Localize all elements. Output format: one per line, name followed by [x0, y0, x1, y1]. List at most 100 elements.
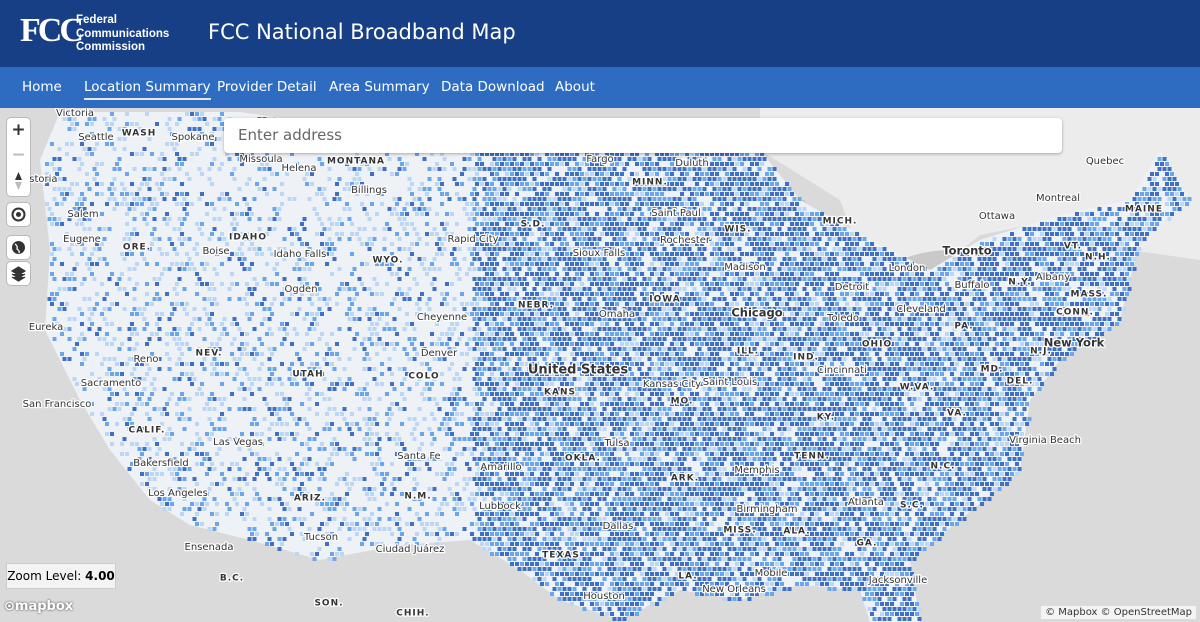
map-label: Montreal — [1036, 193, 1080, 204]
map-label: New York — [1044, 336, 1105, 350]
map-label: Ensenada — [185, 542, 234, 553]
map-label: ILL. — [737, 347, 759, 357]
map-label: Bakersfield — [133, 458, 188, 469]
agency-line: Commission — [76, 41, 146, 53]
map-label: IOWA — [649, 295, 681, 305]
map-label: Denver — [421, 348, 458, 359]
map-label: Lubbock — [479, 501, 521, 512]
zoom-value: 4.00 — [85, 569, 115, 583]
header: FCC Federal Communications Commission FC… — [0, 0, 1200, 67]
map-label: Mobile — [755, 568, 788, 579]
map-label: Tulsa — [603, 438, 629, 449]
mapbox-text: mapbox — [14, 599, 74, 614]
map-label: Toronto — [942, 244, 991, 258]
map-label: S.D. — [521, 220, 546, 230]
map-label: ARK. — [671, 474, 699, 484]
site-title: FCC National Broadband Map — [208, 20, 516, 44]
nav-bar: Home Location Summary Provider Detail Area … — [0, 67, 1200, 108]
map-label: Duluth — [675, 158, 708, 169]
attribution[interactable]: © Mapbox © OpenStreetMap — [1041, 606, 1196, 619]
map-label: MD. — [981, 365, 1004, 375]
map-label: TEXAS — [542, 551, 580, 561]
map-label: United States — [528, 363, 629, 378]
map-label: Madison — [724, 262, 766, 273]
map-label: ALA. — [783, 527, 810, 537]
coverage-hexes — [45, 112, 1184, 621]
map-label: UTAH — [292, 370, 323, 380]
globe-button[interactable] — [7, 236, 30, 259]
map-label: ORE. — [123, 243, 151, 253]
map-label: Eureka — [29, 322, 63, 333]
map-label: Ciudad Juárez — [376, 543, 445, 555]
map-label: Houston — [583, 591, 625, 602]
map-label: PA. — [954, 322, 973, 332]
map-label: MASS. — [1071, 290, 1108, 300]
compass[interactable] — [7, 168, 30, 194]
map-label: MAINE — [1125, 205, 1163, 215]
map-label: N.H. — [1085, 253, 1111, 263]
map-label: W.VA. — [900, 383, 935, 393]
map-label: London — [889, 263, 926, 274]
map-label: NEV. — [196, 349, 223, 359]
map-label: Rapid City — [447, 234, 498, 245]
map-label: Cheyenne — [417, 312, 467, 323]
map-label: CALIF. — [129, 426, 166, 436]
map-label: Kansas City — [643, 379, 701, 390]
map-label: NEBR. — [518, 301, 554, 311]
nav-link[interactable]: Home — [22, 79, 62, 95]
map-label: MICH. — [823, 217, 858, 227]
zoom-in[interactable]: + — [11, 120, 26, 140]
map-label: ARIZ. — [294, 494, 326, 504]
map-label: IDAHO — [229, 233, 267, 243]
map-label: LA. — [678, 572, 697, 582]
zoom-level: Zoom Level: 4.00 — [6, 563, 116, 589]
map-label: Billings — [351, 185, 387, 196]
map-label: CHIH. — [396, 609, 429, 619]
map-label: B.C. — [220, 574, 244, 584]
map-label: WASH — [122, 129, 157, 139]
map-label: OKLA. — [565, 454, 601, 464]
zoom-controls: + − — [7, 118, 30, 196]
map-label: Buffalo — [954, 280, 989, 291]
map-label: Rochester — [660, 235, 711, 246]
map-label: N.J. — [1030, 347, 1052, 357]
map-label: Santa Fe — [397, 451, 440, 462]
map-label: MISS. — [723, 526, 756, 536]
map-label: Victoria — [56, 108, 94, 119]
map-label: Sioux Falls — [573, 248, 625, 259]
map-label: SON. — [314, 599, 343, 609]
zoom-out[interactable]: − — [11, 145, 26, 165]
agency-line: Communications — [76, 27, 170, 40]
map-label: VA. — [947, 409, 967, 419]
map-label: S.C. — [900, 501, 924, 511]
map-label: Ogden — [284, 284, 317, 295]
map-label: DEL. — [1007, 377, 1034, 387]
map-label: Amarillo — [480, 462, 521, 473]
nav-link[interactable]: About — [555, 79, 595, 95]
map-label: OHIO — [862, 340, 892, 350]
map-label: Albany — [1036, 272, 1070, 283]
map-label: New Orleans — [702, 584, 766, 595]
mapbox-logo[interactable]: ⊙mapbox — [4, 599, 74, 614]
map-label: IND. — [793, 353, 819, 363]
map-label: Quebec — [1086, 156, 1124, 167]
locate-button[interactable] — [7, 203, 30, 226]
map-label: Idaho Falls — [274, 249, 327, 260]
nav-link[interactable]: Area Summary — [329, 79, 430, 95]
nav-link[interactable]: Location Summary — [84, 79, 211, 100]
logo[interactable]: FCC — [20, 12, 84, 49]
coverage-hexes — [45, 112, 1192, 621]
map-label: Dallas — [603, 521, 634, 532]
map-label: Chicago — [731, 306, 782, 320]
search-box[interactable]: Enter address — [224, 118, 1062, 153]
map-label: KANS — [544, 388, 576, 398]
map[interactable]: Victoria Seattle WASH Spokane Missoula MONTAN… — [0, 108, 1200, 622]
map-label: Tucson — [303, 532, 338, 543]
layers-button[interactable] — [7, 262, 30, 285]
nav-link[interactable]: Data Download — [441, 79, 545, 95]
nav-link[interactable]: Provider Detail — [217, 79, 317, 95]
map-label: N.Y. — [1008, 278, 1031, 288]
map-label: Cincinnati — [817, 365, 867, 376]
map-label: Memphis — [734, 465, 779, 476]
